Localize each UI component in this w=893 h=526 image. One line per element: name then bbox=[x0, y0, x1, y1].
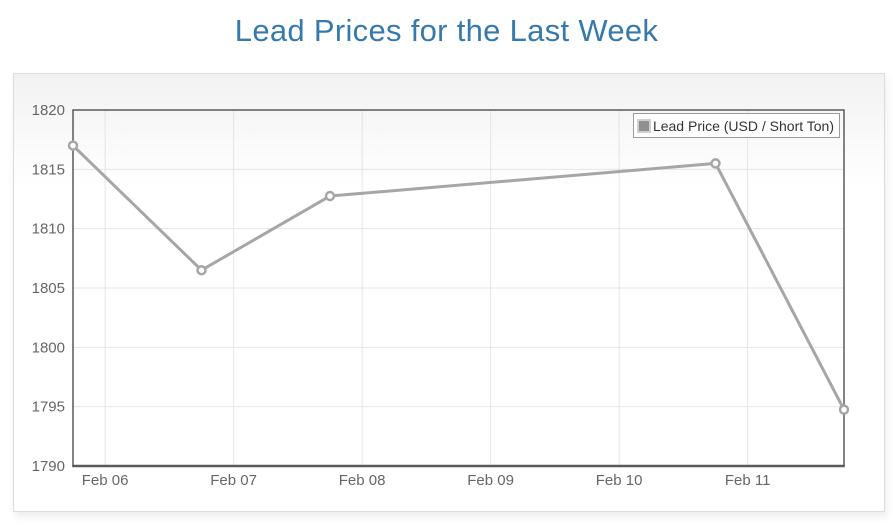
data-point-marker[interactable] bbox=[196, 264, 207, 276]
data-point-marker[interactable] bbox=[838, 404, 850, 415]
y-tick-label: 1795 bbox=[32, 399, 65, 416]
chart-card: 1820 1815 1810 1805 1800 1795 1790 Feb 06 Feb 07… bbox=[13, 73, 885, 512]
x-tick-label: Feb 06 bbox=[82, 472, 129, 489]
price-line-chart: 1820 1815 1810 1805 1800 1795 1790 Feb 06 Feb 07… bbox=[32, 102, 850, 489]
legend-series-marker-icon bbox=[636, 118, 651, 133]
y-tick-label: 1820 bbox=[32, 102, 65, 119]
x-tick-label: Feb 08 bbox=[339, 472, 386, 489]
x-tick-label: Feb 09 bbox=[467, 472, 514, 489]
y-tick-label: 1815 bbox=[32, 161, 65, 178]
price-line bbox=[71, 144, 846, 412]
x-tick-label: Feb 11 bbox=[725, 472, 771, 489]
chart-legend[interactable]: Lead Price (USD / Short Ton) bbox=[632, 113, 840, 138]
y-tick-label: 1810 bbox=[32, 221, 65, 238]
y-tick-label: 1790 bbox=[32, 458, 65, 475]
data-point-marker[interactable] bbox=[710, 158, 721, 169]
data-point-marker[interactable] bbox=[324, 190, 336, 202]
y-tick-label: 1805 bbox=[32, 280, 65, 297]
legend-label: Lead Price (USD / Short Ton) bbox=[652, 117, 834, 134]
y-tick-label: 1800 bbox=[32, 339, 65, 356]
page-title: Lead Prices for the Last Week bbox=[234, 13, 659, 48]
x-tick-label: Feb 07 bbox=[210, 472, 257, 489]
x-tick-label: Feb 10 bbox=[596, 472, 643, 489]
data-point-marker[interactable] bbox=[67, 140, 79, 151]
